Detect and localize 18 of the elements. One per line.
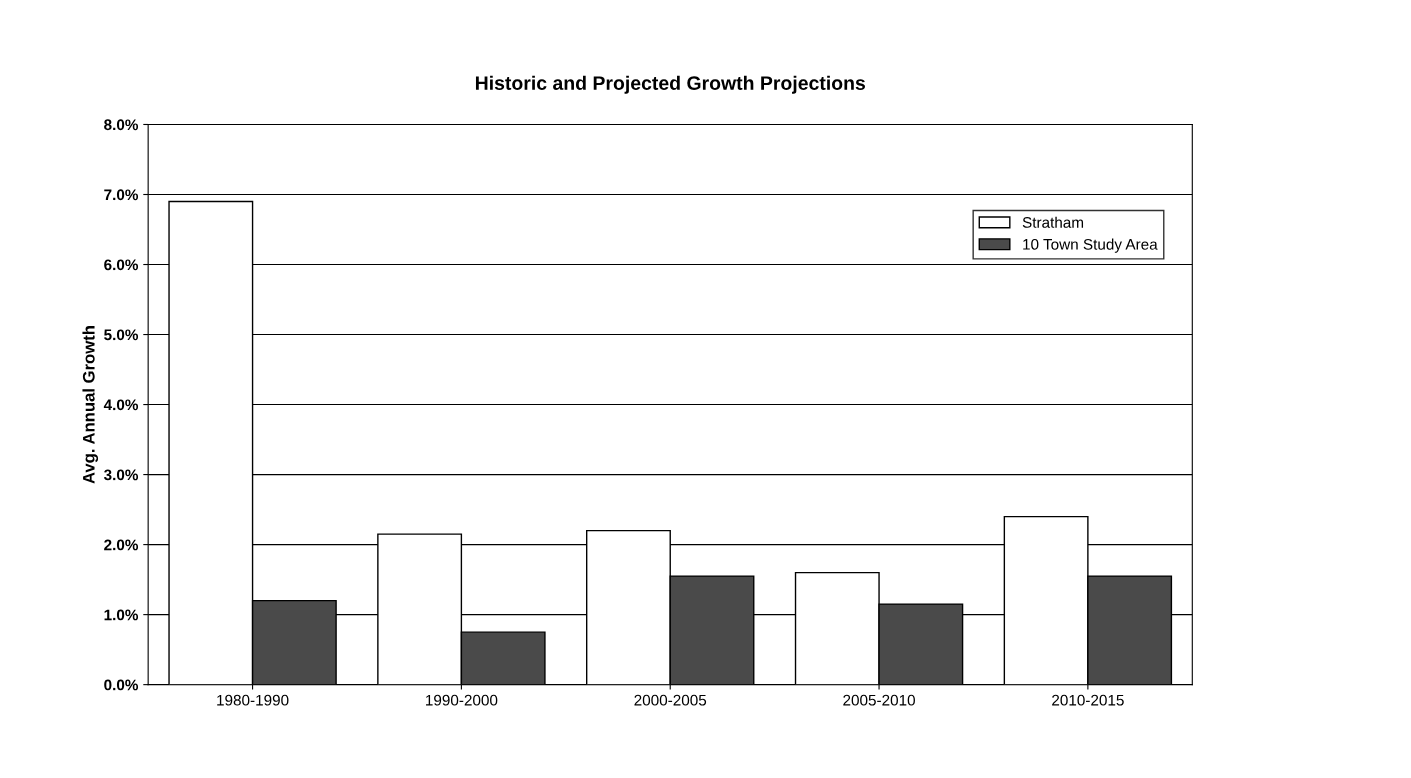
x-tick-label: 2005-2010 <box>843 694 915 706</box>
y-tick-label: 8.0% <box>104 119 139 131</box>
y-tick-label: 3.0% <box>103 469 139 481</box>
y-tick-label: 7.0% <box>104 189 139 201</box>
x-tick-label: 2010-2015 <box>1052 694 1124 706</box>
chart-title: Historic and Projected Growth Projections <box>475 75 865 94</box>
y-tick-label: 6.0% <box>104 259 139 271</box>
y-tick-label: 1.0% <box>104 609 139 621</box>
y-tick-label: 4.0% <box>103 399 139 411</box>
y-tick-label: 5.0% <box>104 329 139 341</box>
y-axis-title: Avg. Annual Growth <box>82 326 99 484</box>
x-tick-label: 2000-2005 <box>634 694 707 706</box>
y-tick-label: 2.0% <box>104 539 139 551</box>
x-tick-label: 1980-1990 <box>217 694 289 706</box>
y-tick-label: 0.0% <box>104 679 139 691</box>
legend-label: Stratham <box>1022 216 1084 228</box>
legend-label: 10 Town Study Area <box>1023 238 1158 253</box>
x-tick-label: 1990-2000 <box>426 694 498 706</box>
